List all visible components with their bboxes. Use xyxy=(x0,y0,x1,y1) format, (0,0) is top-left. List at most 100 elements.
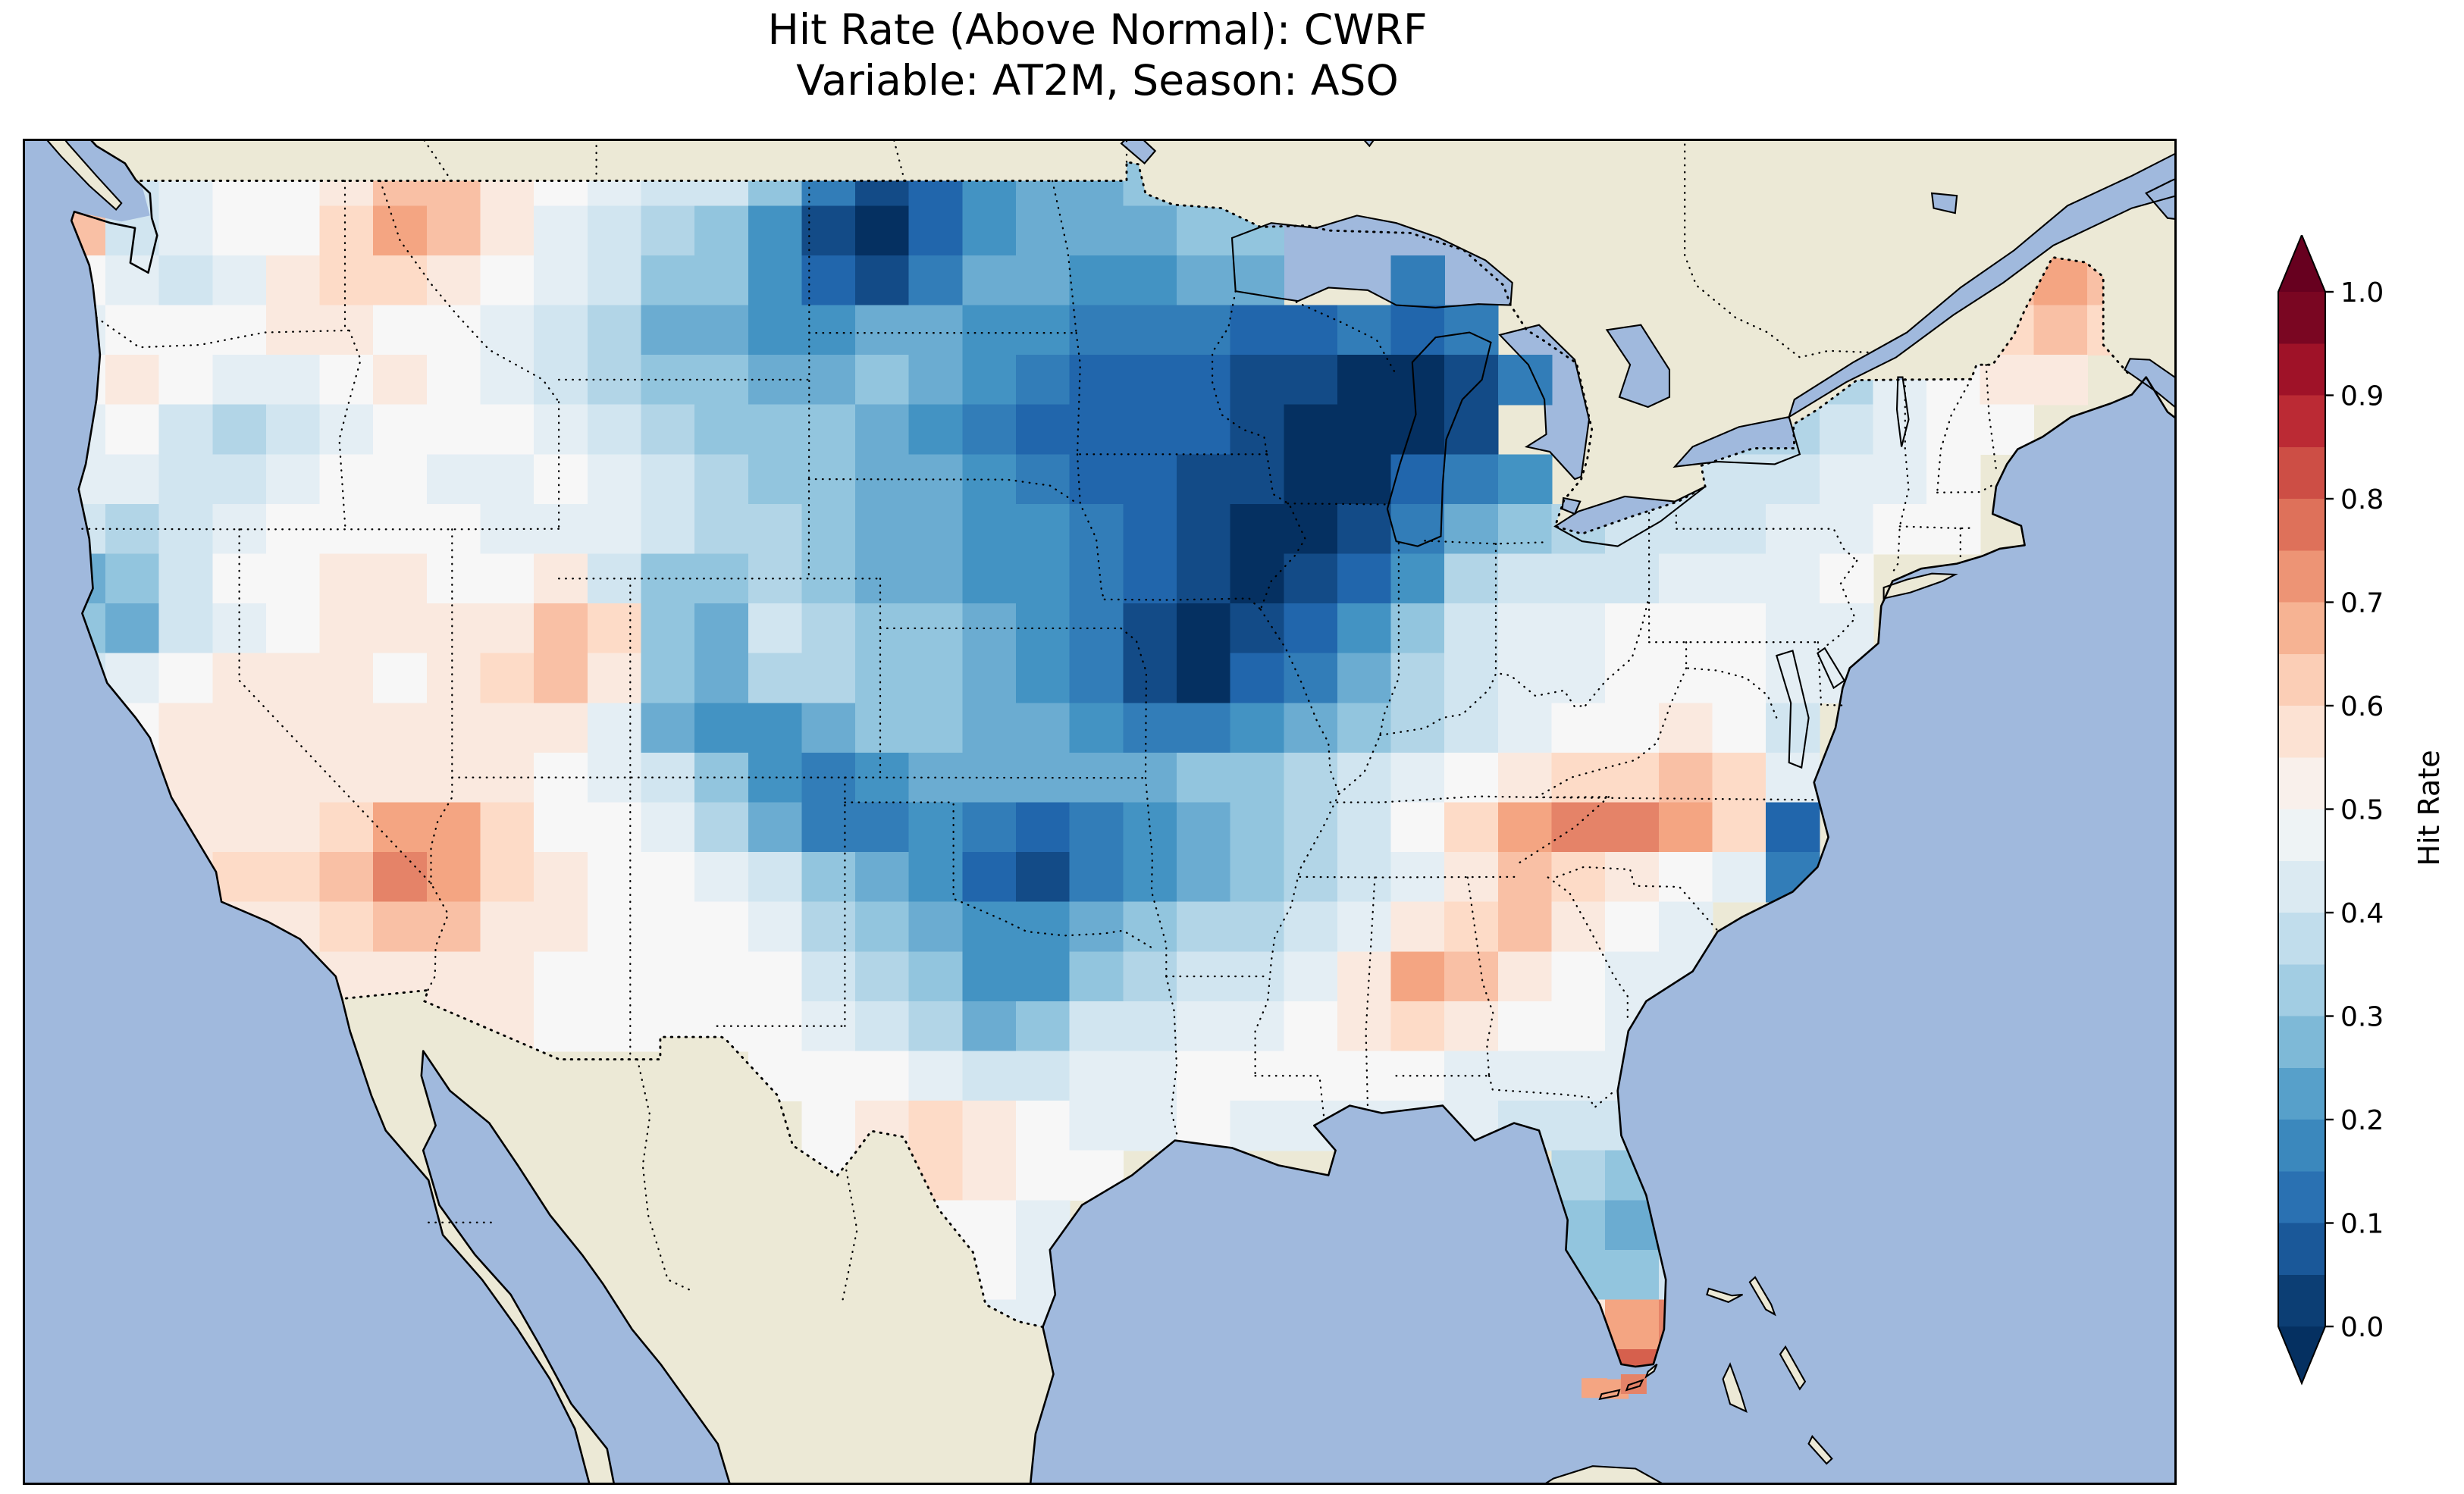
hit-rate-cell xyxy=(1391,902,1446,952)
hit-rate-cell xyxy=(534,803,588,853)
hit-rate-cell xyxy=(373,803,428,853)
hit-rate-cell xyxy=(1123,703,1177,753)
hit-rate-cell xyxy=(909,803,964,853)
hit-rate-cell xyxy=(481,454,535,504)
hit-rate-cell xyxy=(266,753,321,803)
hit-rate-cell xyxy=(1498,1051,1553,1101)
hit-rate-cell xyxy=(1230,305,1285,355)
hit-rate-cell xyxy=(373,255,428,305)
hit-rate-cell xyxy=(373,305,428,355)
hit-rate-cell xyxy=(373,405,428,455)
hit-rate-cell xyxy=(1605,902,1660,952)
hit-rate-cell xyxy=(105,355,160,405)
hit-rate-cell xyxy=(1016,504,1071,554)
hit-rate-cell xyxy=(2033,305,2088,355)
hit-rate-cell xyxy=(801,1051,856,1101)
colorbar-band xyxy=(2278,447,2325,500)
hit-rate-cell xyxy=(962,255,1017,305)
hit-rate-cell xyxy=(694,703,749,753)
hit-rate-cell xyxy=(748,703,803,753)
hit-rate-cell xyxy=(1177,504,1231,554)
hit-rate-cell xyxy=(1123,653,1177,703)
hit-rate-cell xyxy=(212,803,267,853)
hit-rate-cell xyxy=(748,603,803,653)
hit-rate-cell xyxy=(1552,703,1607,753)
hit-rate-cell xyxy=(855,1001,910,1051)
hit-rate-cell xyxy=(1391,255,1446,305)
hit-rate-cell xyxy=(212,355,267,405)
hit-rate-cell xyxy=(1337,504,1392,554)
hit-rate-cell xyxy=(1016,405,1071,455)
hit-rate-cell xyxy=(1713,753,1767,803)
hit-rate-cell xyxy=(588,703,642,753)
hit-rate-cell xyxy=(1123,1001,1177,1051)
hit-rate-cell xyxy=(1177,255,1231,305)
hit-rate-cell xyxy=(1444,653,1499,703)
hit-rate-cell xyxy=(1123,852,1177,902)
hit-rate-cell xyxy=(1177,703,1231,753)
hit-rate-cell xyxy=(320,902,375,952)
hit-rate-cell xyxy=(1230,951,1285,1001)
hit-rate-cell xyxy=(373,454,428,504)
colorbar-tick-label: 0.5 xyxy=(2340,795,2384,826)
hit-rate-cell xyxy=(748,405,803,455)
hit-rate-cell xyxy=(588,454,642,504)
hit-rate-cell xyxy=(588,305,642,355)
hit-rate-cell xyxy=(1177,554,1231,604)
hit-rate-cell xyxy=(1284,803,1338,853)
hit-rate-cell xyxy=(266,205,321,255)
hit-rate-cell xyxy=(801,1001,856,1051)
hit-rate-cell xyxy=(1766,454,1820,504)
hit-rate-cell xyxy=(641,703,696,753)
hit-rate-cell xyxy=(1123,205,1177,255)
hit-rate-cell xyxy=(748,454,803,504)
hit-rate-cell xyxy=(588,653,642,703)
hit-rate-cell xyxy=(1766,753,1820,803)
hit-rate-cell xyxy=(1337,902,1392,952)
hit-rate-cell xyxy=(1391,803,1446,853)
colorbar-band xyxy=(2278,499,2325,551)
hit-rate-cell xyxy=(427,902,481,952)
hit-rate-cell xyxy=(1016,1101,1071,1151)
colorbar-band xyxy=(2278,396,2325,448)
hit-rate-cell xyxy=(1177,1001,1231,1051)
hit-rate-cell xyxy=(588,803,642,853)
hit-rate-cell xyxy=(212,255,267,305)
hit-rate-cell xyxy=(1177,902,1231,952)
hit-rate-cell xyxy=(962,653,1017,703)
hit-rate-cell xyxy=(159,454,214,504)
hit-rate-cell xyxy=(159,255,214,305)
hit-rate-cell xyxy=(1552,1001,1607,1051)
hit-rate-cell xyxy=(1605,803,1660,853)
map-panel xyxy=(23,139,2177,1485)
hit-rate-cell xyxy=(1713,703,1767,753)
hit-rate-cell xyxy=(266,603,321,653)
hit-rate-cell xyxy=(1284,852,1338,902)
colorbar-tick-label: 0.7 xyxy=(2340,588,2384,619)
hit-rate-cell xyxy=(1284,405,1338,455)
hit-rate-cell xyxy=(1337,1051,1392,1101)
hit-rate-cell xyxy=(373,753,428,803)
chart-title-line-1: Hit Rate (Above Normal): CWRF xyxy=(23,5,2172,55)
colorbar-tick-label: 0.2 xyxy=(2340,1105,2384,1136)
hit-rate-cell xyxy=(1123,405,1177,455)
hit-rate-cell xyxy=(1498,951,1553,1001)
hit-rate-cell xyxy=(855,902,910,952)
hit-rate-cell xyxy=(1713,653,1767,703)
hit-rate-cell xyxy=(1444,951,1499,1001)
hit-rate-cell xyxy=(1391,1001,1446,1051)
hit-rate-cell xyxy=(1444,902,1499,952)
hit-rate-cell xyxy=(855,703,910,753)
colorbar-band xyxy=(2278,964,2325,1016)
colorbar-tick-label: 0.1 xyxy=(2340,1209,2384,1240)
hit-rate-cell xyxy=(1391,951,1446,1001)
hit-rate-cell xyxy=(1070,1001,1124,1051)
hit-rate-cell xyxy=(641,951,696,1001)
hit-rate-cell xyxy=(1230,504,1285,554)
hit-rate-cell xyxy=(962,504,1017,554)
hit-rate-cell xyxy=(1284,951,1338,1001)
hit-rate-cell xyxy=(694,852,749,902)
hit-rate-cell xyxy=(909,902,964,952)
hit-rate-cell xyxy=(1177,753,1231,803)
hit-rate-cell xyxy=(1713,554,1767,604)
